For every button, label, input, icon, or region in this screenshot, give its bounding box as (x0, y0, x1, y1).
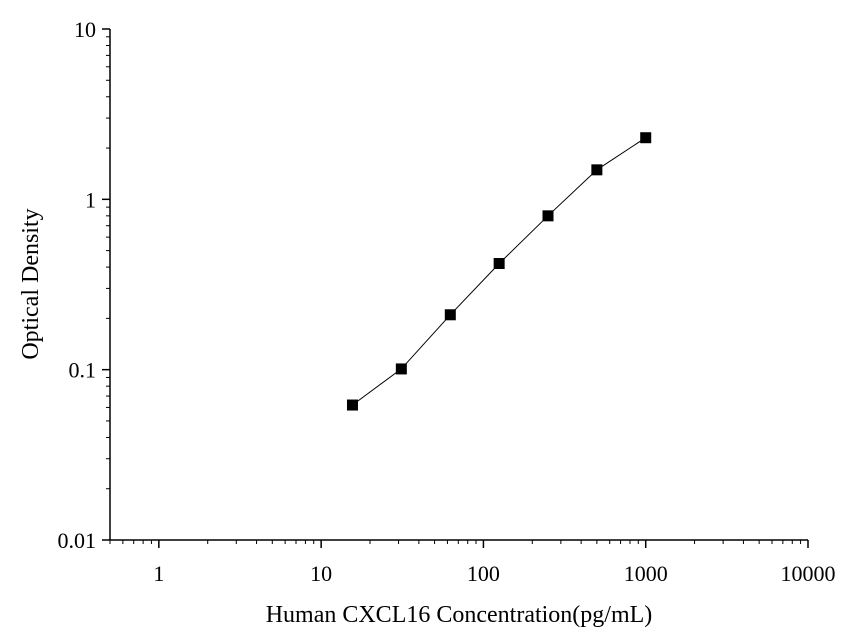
y-tick-label: 0.1 (69, 358, 97, 383)
data-point (591, 164, 603, 176)
series-markers (346, 132, 652, 411)
data-point (542, 210, 554, 222)
y-tick-label: 1 (85, 187, 96, 212)
x-ticks: 1 10 100 1000 10000 (109, 540, 836, 586)
x-axis-title: Human CXCL16 Concentration(pg/mL) (266, 602, 653, 628)
y-tick-label: 0.01 (58, 528, 97, 553)
data-point (346, 399, 358, 411)
y-ticks: 0.01 0.1 1 10 (58, 17, 110, 553)
x-tick-label: 1000 (624, 561, 668, 586)
x-tick-label: 10 (310, 561, 332, 586)
x-tick-label: 1 (153, 561, 164, 586)
data-point (444, 309, 456, 321)
data-point (493, 258, 505, 270)
data-point (395, 363, 407, 375)
plot-frame (109, 29, 808, 541)
y-axis-title: Optical Density (18, 208, 44, 359)
x-tick-label: 10000 (781, 561, 836, 586)
y-tick-label: 10 (74, 17, 96, 42)
data-point (640, 132, 652, 144)
x-tick-label: 100 (467, 561, 500, 586)
